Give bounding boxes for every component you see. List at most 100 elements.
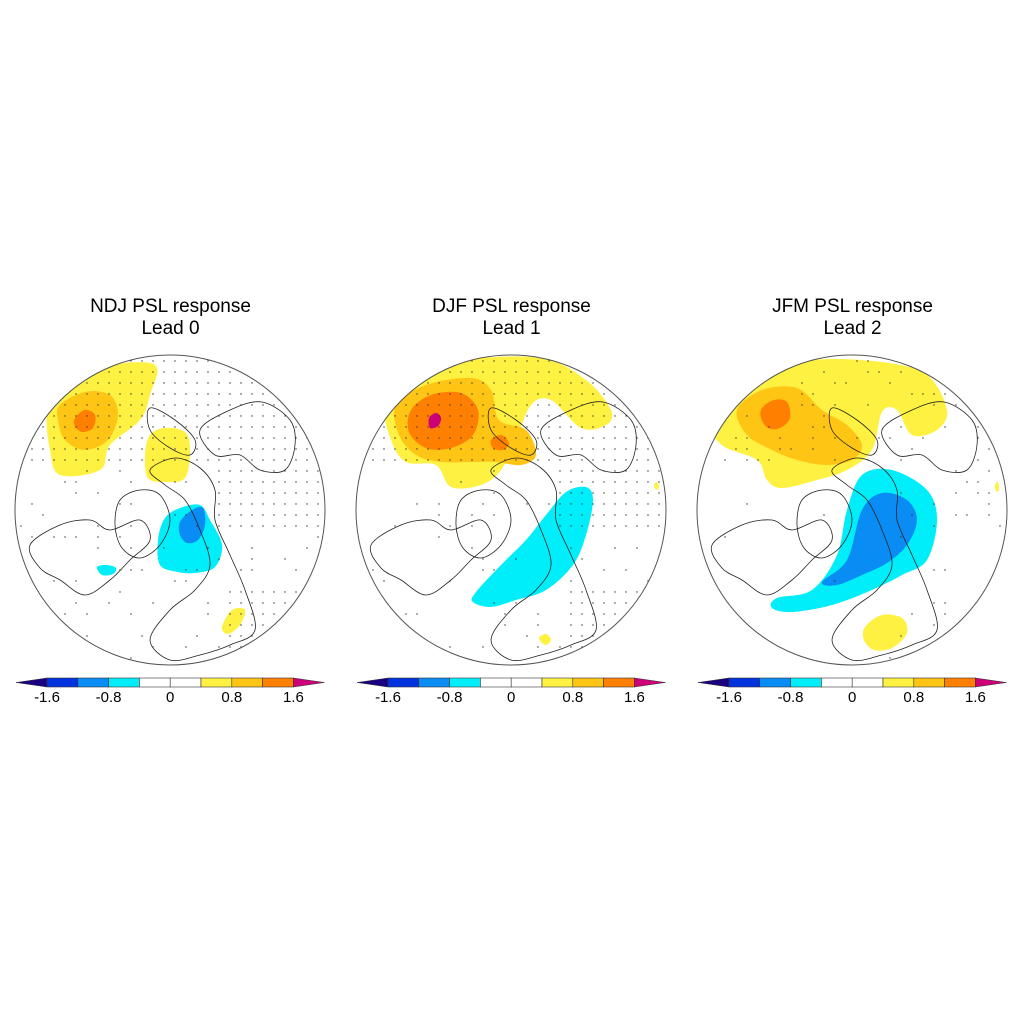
- stipple-dot: [42, 426, 44, 428]
- stipple-dot: [900, 635, 902, 637]
- stipple-dot: [317, 492, 319, 494]
- stipple-dot: [988, 470, 990, 472]
- stipple-dot: [504, 360, 506, 362]
- stipple-dot: [152, 459, 154, 461]
- stipple-dot: [64, 459, 66, 461]
- stipple-dot: [548, 404, 550, 406]
- stipple-dot: [922, 437, 924, 439]
- stipple-dot: [119, 569, 121, 571]
- stipple-dot: [581, 514, 583, 516]
- stipple-dot: [240, 492, 242, 494]
- stipple-dot: [53, 426, 55, 428]
- panel-jfm: JFM PSL response Lead 2 -1.6 -0.8 0 0.8 1.6: [682, 0, 1023, 1024]
- stipple-dot: [273, 602, 275, 604]
- stipple-dot: [570, 613, 572, 615]
- coastline: [881, 401, 978, 473]
- colorbar: -1.6 -0.8 0 0.8 1.6: [356, 677, 666, 706]
- stipple-dot: [207, 404, 209, 406]
- colorbar-box: [139, 677, 171, 688]
- coastline: [710, 519, 833, 596]
- stipple-dot: [504, 371, 506, 373]
- stipple-dot: [515, 426, 517, 428]
- stipple-dot: [97, 415, 99, 417]
- stipple-dot: [526, 437, 528, 439]
- stipple-dot: [284, 448, 286, 450]
- stipple-dot: [636, 492, 638, 494]
- stipple-dot: [229, 635, 231, 637]
- stipple-dot: [262, 426, 264, 428]
- colorbar-box: [387, 677, 420, 688]
- title-line-1: NDJ PSL response: [90, 296, 251, 317]
- colorbar-extend-high: [975, 677, 1007, 688]
- colorbar-tick-label: 0.8: [221, 689, 242, 706]
- coastline: [828, 407, 879, 456]
- panel-title: JFM PSL response Lead 2: [682, 296, 1023, 340]
- stipple-dot: [471, 437, 473, 439]
- stipple-dot: [262, 591, 264, 593]
- stipple-dot: [614, 448, 616, 450]
- stipple-dot: [218, 426, 220, 428]
- stipple-dot: [559, 448, 561, 450]
- stipple-dot: [229, 415, 231, 417]
- stipple-dot: [185, 426, 187, 428]
- stipple-dot: [823, 426, 825, 428]
- stipple-dot: [262, 492, 264, 494]
- stipple-dot: [229, 613, 231, 615]
- coastline: [114, 489, 171, 559]
- stipple-dot: [405, 613, 407, 615]
- stipple-dot: [592, 448, 594, 450]
- stipple-dot: [262, 393, 264, 395]
- stipple-dot: [493, 448, 495, 450]
- stipple-dot: [449, 371, 451, 373]
- stipple-dot: [900, 459, 902, 461]
- stipple-dot: [207, 371, 209, 373]
- stipple-dot: [251, 448, 253, 450]
- stipple-dot: [383, 448, 385, 450]
- stipple-dot: [306, 547, 308, 549]
- stipple-dot: [75, 481, 77, 483]
- stipple-dot: [42, 459, 44, 461]
- stipple-dot: [119, 426, 121, 428]
- positive-psl-contour-0.4: [538, 633, 552, 646]
- stipple-dot: [130, 382, 132, 384]
- stipple-dot: [262, 624, 264, 626]
- stipple-dot: [218, 393, 220, 395]
- stipple-dot: [251, 459, 253, 461]
- stipple-dot: [438, 536, 440, 538]
- stipple-dot: [119, 470, 121, 472]
- stipple-dot: [240, 426, 242, 428]
- stipple-dot: [97, 437, 99, 439]
- stipple-dot: [592, 613, 594, 615]
- stipple-dot: [31, 536, 33, 538]
- stipple-dot: [64, 481, 66, 483]
- stipple-dot: [647, 470, 649, 472]
- stipple-dot: [141, 393, 143, 395]
- stipple-dot: [262, 470, 264, 472]
- stipple-dot: [625, 459, 627, 461]
- title-line-2: Lead 1: [482, 318, 541, 339]
- stipple-dot: [218, 371, 220, 373]
- coastline: [455, 489, 512, 559]
- stipple-dot: [581, 525, 583, 527]
- stipple-dot: [867, 404, 869, 406]
- stipple-dot: [196, 437, 198, 439]
- stipple-dot: [218, 448, 220, 450]
- stipple-dot: [306, 492, 308, 494]
- stipple-dot: [460, 426, 462, 428]
- stipple-dot: [515, 558, 517, 560]
- stipple-dot: [614, 591, 616, 593]
- stipple-dot: [262, 437, 264, 439]
- stipple-dot: [614, 481, 616, 483]
- colorbar-box: [790, 677, 822, 688]
- stipple-dot: [955, 492, 957, 494]
- stipple-dot: [86, 382, 88, 384]
- stipple-dot: [251, 624, 253, 626]
- stipple-dot: [636, 547, 638, 549]
- stipple-dot: [625, 481, 627, 483]
- stipple-dot: [108, 448, 110, 450]
- stipple-dot: [119, 404, 121, 406]
- stipple-dot: [647, 481, 649, 483]
- stipple-dot: [284, 426, 286, 428]
- stipple-dot: [306, 459, 308, 461]
- stipple-dot: [218, 558, 220, 560]
